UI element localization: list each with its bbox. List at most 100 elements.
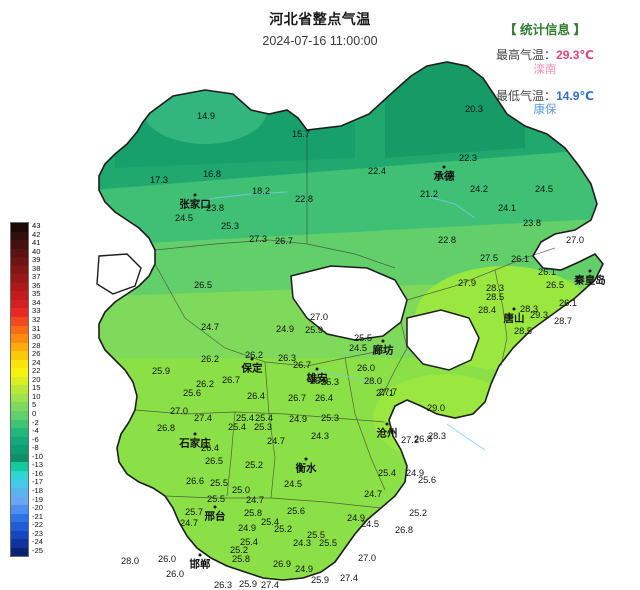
legend-tick: 40: [32, 246, 41, 256]
station-temperature-label: 27.9: [457, 278, 477, 288]
station-temperature-label: 25.8: [309, 376, 329, 386]
station-temperature-label: 25.9: [310, 575, 330, 585]
legend-swatch: [11, 248, 28, 258]
station-temperature-label: 26.7: [287, 393, 307, 403]
legend-tick: 28: [32, 340, 41, 350]
station-temperature-label: 29.3: [529, 310, 549, 320]
station-temperature-label: 24.3: [310, 431, 330, 441]
legend-tick-labels: 43 42 41 40 39 38 37 36 35 34 33 32 31 30 28 26 24 22 20 15…: [32, 221, 43, 555]
station-temperature-label: 25.9: [238, 579, 258, 589]
station-temperature-label: 26.1: [537, 267, 557, 277]
station-temperature-label: 24.5: [360, 519, 380, 529]
legend-swatch: [11, 368, 28, 377]
station-temperature-label: 28.3: [427, 431, 447, 441]
city-name-label: 雄安: [306, 372, 328, 385]
station-temperature-label: 25.4: [239, 537, 259, 547]
station-temperature-label: 27.4: [260, 580, 280, 590]
station-temperature-label: 23.8: [522, 218, 542, 228]
legend-swatch: [11, 317, 28, 326]
legend-swatch: [11, 530, 28, 540]
station-temperature-label: 27.3: [248, 234, 268, 244]
station-temperature-label: 25.6: [182, 388, 202, 398]
station-temperature-label: 21.2: [419, 189, 439, 199]
temperature-color-legend: 43 42 41 40 39 38 37 36 35 34 33 32 31 30 28 26 24 22 20 15…: [10, 221, 43, 558]
city-marker-dot: [304, 457, 308, 461]
max-temp-row: 最高气温：29.3℃: [455, 49, 635, 62]
legend-swatch: [11, 240, 28, 249]
legend-tick: 22: [32, 366, 41, 376]
city-name-label: 邯郸: [189, 558, 211, 571]
station-temperature-label: 24.7: [266, 436, 286, 446]
station-temperature-label: 26.2: [244, 350, 264, 360]
legend-swatch: [11, 291, 28, 300]
station-temperature-label: 26.8: [156, 423, 176, 433]
city-name-label: 廊坊: [372, 344, 394, 357]
station-temperature-label: 17.3: [149, 175, 169, 185]
legend-tick: -2: [32, 417, 39, 427]
legend-swatch: [11, 428, 28, 437]
station-temperature-label: 26.0: [165, 569, 185, 579]
station-temperature-label: 28.4: [477, 305, 497, 315]
station-temperature-label: 28.5: [513, 326, 533, 336]
legend-tick: 34: [32, 297, 41, 307]
min-temp-station: 康保: [533, 104, 557, 117]
station-temperature-label: 22.3: [458, 153, 478, 163]
legend-swatch: [11, 419, 28, 429]
legend-swatch: [11, 299, 28, 309]
map-svg: [96, 61, 604, 581]
legend-tick: 15: [32, 383, 41, 393]
legend-tick: -8: [32, 443, 39, 453]
station-temperature-label: 25.3: [320, 377, 340, 387]
station-temperature-label: 25.6: [417, 475, 437, 485]
legend-tick: -25: [32, 545, 43, 555]
city-marker-dot: [193, 193, 197, 197]
legend-tick: -18: [32, 485, 43, 495]
station-temperature-label: 25.2: [273, 524, 293, 534]
station-temperature-label: 24.9: [294, 564, 314, 574]
station-temperature-label: 25.8: [231, 554, 251, 564]
station-temperature-label: 24.7: [245, 495, 265, 505]
city-marker-dot: [442, 165, 446, 169]
city-name-label: 承德: [433, 170, 455, 183]
legend-tick: -13: [32, 460, 43, 470]
legend-tick: 26: [32, 349, 41, 359]
legend-swatch: [11, 265, 28, 275]
tianjin-enclave: [406, 309, 480, 371]
legend-swatch: [11, 479, 28, 488]
legend-swatch: [11, 223, 28, 232]
station-temperature-label: 25.5: [353, 333, 373, 343]
station-temperature-label: 25.4: [260, 517, 280, 527]
station-temperature-label: 26.8: [413, 434, 433, 444]
legend-swatch: [11, 411, 28, 420]
station-temperature-label: 27.4: [193, 413, 213, 423]
legend-tick: -23: [32, 528, 43, 538]
station-temperature-label: 26.4: [200, 443, 220, 453]
station-temperature-label: 25.2: [244, 460, 264, 470]
city-marker-dot: [315, 367, 319, 371]
legend-tick: 42: [32, 229, 41, 239]
station-temperature-label: 27.1: [375, 388, 395, 398]
legend-tick: 10: [32, 391, 41, 401]
station-temperature-label: 24.9: [405, 468, 425, 478]
station-temperature-label: 22.8: [437, 235, 457, 245]
station-temperature-label: 20.3: [464, 104, 484, 114]
legend-swatch: [11, 282, 28, 292]
station-temperature-label: 24.9: [237, 523, 257, 533]
page-title: 河北省整点气温: [269, 11, 371, 27]
legend-swatch: [11, 453, 28, 463]
city-name-label: 邢台: [204, 510, 226, 523]
legend-tick: 33: [32, 306, 41, 316]
station-temperature-label: 26.3: [277, 353, 297, 363]
station-temperature-label: 18.2: [251, 186, 271, 196]
station-temperature-label: 27.0: [357, 553, 377, 563]
legend-swatch: [11, 436, 28, 446]
station-temperature-label: 26.0: [157, 554, 177, 564]
station-temperature-label: 27.0: [565, 235, 585, 245]
station-temperature-label: 25.7: [184, 507, 204, 517]
station-temperature-label: 26.2: [200, 354, 220, 364]
legend-swatch: [11, 334, 28, 343]
legend-tick: -16: [32, 468, 43, 478]
legend-tick: 41: [32, 238, 41, 248]
station-temperature-label: 27.7: [378, 387, 398, 397]
legend-swatch: [11, 385, 28, 394]
